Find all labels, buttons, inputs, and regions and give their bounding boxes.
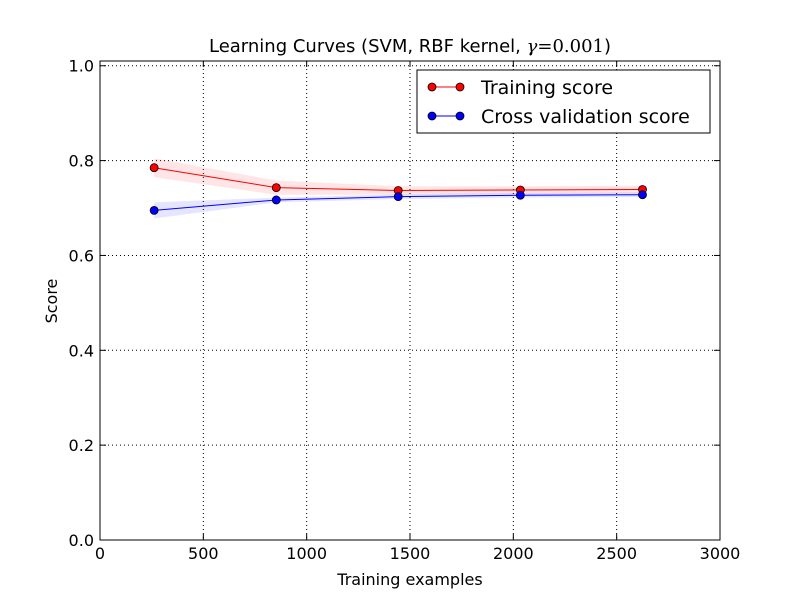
y-axis-label: Score (42, 279, 61, 324)
y-tick-label: 1.0 (69, 57, 94, 76)
x-tick-label: 500 (188, 544, 219, 563)
cross-validation-score-point (393, 192, 403, 202)
cross-validation-score-point (515, 190, 525, 200)
x-axis-label: Training examples (336, 570, 482, 589)
chart-title-gamma: γ (527, 36, 538, 57)
training-score-point (149, 163, 159, 173)
y-tick-label: 0.0 (69, 531, 94, 550)
y-tick-label: 0.4 (69, 341, 94, 360)
legend: Training score Cross validation score (416, 69, 711, 134)
legend-training-score-label: Training score (480, 77, 613, 99)
training-score-point (271, 183, 281, 193)
y-tick-label: 0.2 (69, 436, 94, 455)
chart-title-equals: = (537, 36, 552, 57)
chart-title-close: ) (604, 36, 611, 57)
chart-title-gamma-value: 0.001 (552, 36, 604, 57)
y-tick-label: 0.6 (69, 246, 94, 265)
x-tick-label: 0 (95, 544, 105, 563)
cross-validation-score-point (271, 195, 281, 205)
axis-ticks: 0 500 1000 1500 2000 2500 3000 0.0 0.2 0.4 0.6 0.8 1… (69, 57, 741, 563)
x-tick-label: 2000 (493, 544, 534, 563)
x-tick-label: 2500 (596, 544, 637, 563)
cross-validation-score-point (149, 205, 159, 215)
legend-training-score-marker (427, 82, 437, 92)
legend-cross-validation-score-marker (455, 111, 465, 121)
cross-validation-score-point (638, 190, 647, 200)
chart-title: Learning Curves (SVM, RBF kernel, γ=0.00… (209, 36, 611, 57)
x-tick-label: 3000 (700, 544, 741, 563)
legend-training-score-marker (455, 82, 465, 92)
legend-cross-validation-score-marker (427, 111, 437, 121)
legend-cross-validation-score-label: Cross validation score (481, 106, 690, 128)
legend-box (416, 69, 711, 134)
x-tick-label: 1500 (390, 544, 431, 563)
series-markers (149, 163, 647, 215)
y-tick-label: 0.8 (69, 152, 94, 171)
chart-title-main: Learning Curves (SVM, RBF kernel, (209, 36, 527, 57)
x-tick-label: 1000 (286, 544, 327, 563)
